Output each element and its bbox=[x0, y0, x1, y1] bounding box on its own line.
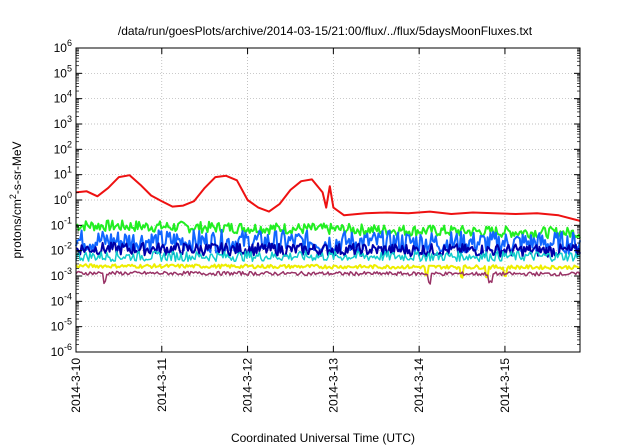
series-line-2 bbox=[75, 219, 581, 240]
y-tick-label: 102 bbox=[54, 139, 72, 156]
y-tick-base: 10 bbox=[54, 117, 68, 131]
y-tick-exponent: 1 bbox=[67, 165, 72, 175]
x-tick-label: 2014-3-14 bbox=[412, 358, 426, 413]
y-tick-exponent: -5 bbox=[64, 317, 72, 327]
y-axis-label-main: protons/cm bbox=[10, 199, 24, 258]
x-tick-label: 2014-3-12 bbox=[241, 358, 255, 413]
y-tick-base: 10 bbox=[54, 92, 68, 106]
y-tick-exponent: 3 bbox=[67, 114, 72, 124]
y-tick-base: 10 bbox=[54, 193, 68, 207]
y-tick-label: 101 bbox=[54, 165, 72, 182]
axes-frame bbox=[75, 47, 581, 353]
y-tick-exponent: 6 bbox=[67, 38, 72, 48]
x-tick-label: 2014-3-15 bbox=[498, 358, 512, 413]
y-tick-label: 10-6 bbox=[51, 342, 72, 359]
chart-title: /data/run/goesPlots/archive/2014-03-15/2… bbox=[118, 24, 533, 38]
y-axis-label-sup: 2 bbox=[8, 194, 18, 199]
x-tick-label: 2014-3-10 bbox=[69, 358, 83, 413]
series-line-1 bbox=[75, 174, 581, 222]
x-tick-label: 2014-3-11 bbox=[155, 358, 169, 412]
x-axis-label: Coordinated Universal Time (UTC) bbox=[231, 431, 415, 445]
y-tick-label: 103 bbox=[54, 114, 72, 131]
y-tick-label: 104 bbox=[54, 89, 72, 106]
y-tick-base: 10 bbox=[51, 294, 65, 308]
y-tick-exponent: -2 bbox=[64, 241, 72, 251]
y-tick-exponent: 2 bbox=[67, 139, 72, 149]
y-tick-base: 10 bbox=[51, 218, 65, 232]
y-tick-label: 106 bbox=[54, 38, 72, 55]
y-tick-label: 10-5 bbox=[51, 317, 72, 334]
y-tick-exponent: 5 bbox=[67, 63, 72, 73]
y-tick-label: 10-2 bbox=[51, 241, 72, 258]
y-tick-base: 10 bbox=[54, 142, 68, 156]
y-tick-base: 10 bbox=[51, 320, 65, 334]
y-tick-base: 10 bbox=[54, 66, 68, 80]
y-tick-base: 10 bbox=[51, 345, 65, 359]
series-line-7 bbox=[75, 270, 581, 285]
y-tick-label: 10-4 bbox=[51, 291, 72, 308]
y-tick-exponent: 4 bbox=[67, 89, 72, 99]
y-tick-exponent: 0 bbox=[67, 190, 72, 200]
y-tick-exponent: -1 bbox=[64, 215, 72, 225]
x-tick-labels: 2014-3-10 2014-3-11 2014-3-12 2014-3-13 2014… bbox=[69, 358, 512, 413]
y-tick-base: 10 bbox=[54, 41, 68, 55]
y-tick-exponent: -6 bbox=[64, 342, 72, 352]
y-tick-base: 10 bbox=[51, 269, 65, 283]
y-tick-base: 10 bbox=[54, 168, 68, 182]
x-tick-label: 2014-3-13 bbox=[326, 358, 340, 413]
y-tick-exponent: -3 bbox=[64, 266, 72, 276]
y-tick-base: 10 bbox=[51, 244, 65, 258]
y-tick-label: 105 bbox=[54, 63, 72, 80]
series-line-5 bbox=[75, 250, 581, 263]
y-tick-labels: 10-610-510-410-310-210-11001011021031041… bbox=[51, 38, 72, 359]
y-tick-label: 10-3 bbox=[51, 266, 72, 283]
plot-frame bbox=[75, 47, 581, 353]
y-axis-label-unit: -s-sr-MeV bbox=[10, 141, 24, 194]
series-lines bbox=[75, 174, 581, 285]
y-tick-exponent: -4 bbox=[64, 291, 72, 301]
y-tick-label: 10-1 bbox=[51, 215, 72, 232]
series-line-6 bbox=[75, 263, 581, 279]
y-tick-label: 100 bbox=[54, 190, 72, 207]
y-axis-label: protons/cm2-s-sr-MeV bbox=[8, 141, 24, 258]
